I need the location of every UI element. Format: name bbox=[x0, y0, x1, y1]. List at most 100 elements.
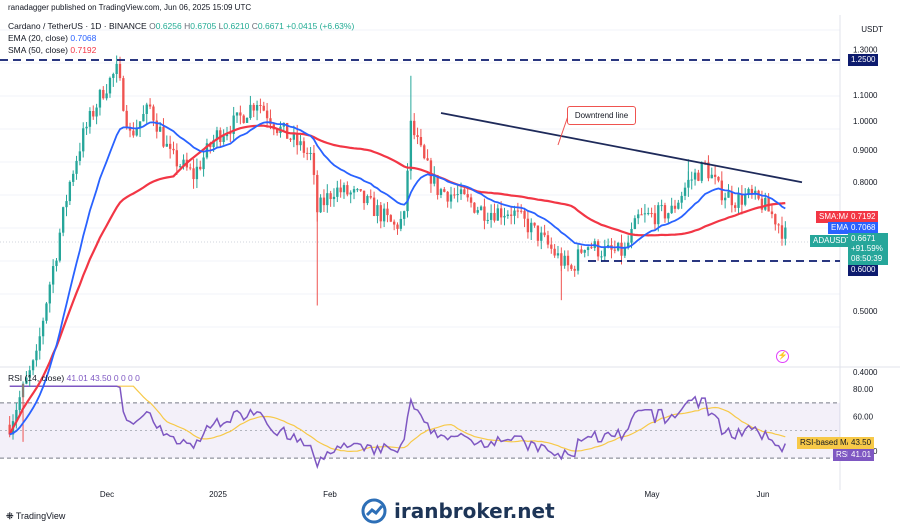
candle-body bbox=[409, 120, 413, 171]
candle-body bbox=[155, 120, 158, 132]
candle-body bbox=[667, 213, 670, 219]
candle-body bbox=[600, 256, 603, 258]
legend-l-label: L bbox=[218, 21, 224, 31]
candle-body bbox=[148, 104, 152, 107]
candle-body bbox=[18, 397, 21, 410]
rsi-legend[interactable]: RSI (14, close) 41.01 43.50 0 0 0 0 bbox=[8, 373, 140, 383]
candle-body bbox=[88, 110, 92, 127]
candlestick-series bbox=[8, 55, 787, 442]
candle-body bbox=[162, 126, 165, 147]
candle-body bbox=[690, 179, 693, 181]
candle-body bbox=[302, 141, 306, 153]
candle-body bbox=[299, 141, 302, 146]
rsi-legend-values: 41.01 43.50 0 0 0 0 bbox=[66, 373, 140, 383]
candle-body bbox=[122, 78, 125, 111]
badge-timer: 08:50:39 bbox=[851, 254, 883, 263]
candle-body bbox=[740, 193, 744, 205]
candle-body bbox=[239, 112, 242, 116]
candle-body bbox=[403, 211, 406, 219]
badge-sma-value: 0.7192 bbox=[848, 211, 879, 223]
legend-ema-value: 0.7068 bbox=[70, 33, 97, 43]
candle-body bbox=[319, 197, 322, 213]
candle-body bbox=[640, 214, 643, 216]
candle-body bbox=[356, 189, 359, 191]
candle-body bbox=[262, 105, 265, 111]
candle-body bbox=[693, 172, 697, 180]
candle-body bbox=[777, 224, 780, 226]
candle-body bbox=[506, 214, 510, 216]
legend-sma[interactable]: SMA (50, close) 0.7192 bbox=[8, 45, 96, 55]
watermark-text: iranbroker.net bbox=[394, 499, 555, 523]
candle-body bbox=[379, 205, 382, 222]
candle-body bbox=[386, 208, 389, 216]
candle-body bbox=[28, 370, 31, 378]
badge-sma-name: SMA:MA bbox=[819, 212, 851, 221]
currency-label: USDT bbox=[861, 25, 883, 34]
candle-body bbox=[760, 198, 764, 210]
candle-body bbox=[550, 244, 553, 249]
badge-pct: +91.59% bbox=[851, 244, 883, 253]
rsi-line bbox=[9, 385, 786, 470]
candle-body bbox=[436, 175, 439, 195]
candle-body bbox=[229, 133, 232, 135]
candle-body bbox=[476, 210, 479, 213]
candle-body bbox=[496, 208, 499, 221]
candle-body bbox=[51, 266, 55, 285]
legend-sma-label: SMA (50, close) bbox=[8, 45, 68, 55]
y-tick-label: 0.8000 bbox=[853, 178, 878, 187]
y-tick-label: 1.0000 bbox=[853, 117, 878, 126]
candle-body bbox=[499, 208, 503, 218]
candle-body bbox=[627, 242, 630, 248]
candle-body bbox=[392, 221, 396, 225]
candle-body bbox=[31, 360, 35, 371]
candle-body bbox=[115, 63, 118, 75]
tradingview-logo-icon: ⁜ bbox=[6, 511, 14, 521]
downtrend-line bbox=[440, 112, 803, 184]
candle-body bbox=[329, 193, 332, 200]
candle-body bbox=[707, 162, 710, 179]
watermark: iranbroker.net bbox=[360, 497, 555, 525]
legend-symbol[interactable]: Cardano / TetherUS · 1D · BINANCE bbox=[8, 21, 147, 31]
candle-body bbox=[389, 215, 392, 222]
candle-body bbox=[306, 152, 309, 154]
candle-body bbox=[754, 190, 757, 195]
candle-body bbox=[710, 174, 713, 179]
candle-body bbox=[366, 196, 369, 204]
candle-body bbox=[570, 265, 573, 269]
alert-icon[interactable]: ⚡ bbox=[776, 350, 789, 363]
candle-body bbox=[128, 127, 132, 131]
candle-body bbox=[429, 160, 433, 184]
candle-body bbox=[406, 170, 409, 212]
horizontal-levels bbox=[0, 59, 840, 262]
badge-sma: SMA:MA bbox=[816, 211, 854, 223]
legend-ema-label: EMA (20, close) bbox=[8, 33, 68, 43]
grid bbox=[0, 15, 900, 490]
candle-body bbox=[784, 227, 787, 239]
candle-body bbox=[8, 424, 11, 435]
footer-brand[interactable]: ⁜ TradingView bbox=[6, 511, 65, 522]
candle-body bbox=[285, 122, 289, 139]
candle-body bbox=[723, 197, 727, 201]
candle-body bbox=[479, 206, 483, 211]
candle-body bbox=[242, 115, 245, 123]
candle-body bbox=[734, 205, 737, 208]
candle-body bbox=[182, 159, 185, 167]
candle-body bbox=[135, 128, 138, 136]
candle-body bbox=[275, 129, 279, 134]
footer-brand-text: TradingView bbox=[15, 511, 66, 521]
candle-body bbox=[41, 320, 45, 337]
candle-body bbox=[647, 213, 650, 215]
candle-body bbox=[663, 205, 667, 219]
candle-body bbox=[38, 336, 41, 351]
candle-body bbox=[75, 160, 78, 174]
candle-body bbox=[316, 174, 319, 213]
rsi-legend-label: RSI (14, close) bbox=[8, 373, 65, 383]
candle-body bbox=[573, 268, 576, 271]
candle-body bbox=[713, 174, 717, 177]
candle-body bbox=[269, 118, 272, 125]
legend-ema[interactable]: EMA (20, close) 0.7068 bbox=[8, 33, 96, 43]
downtrend-callout[interactable]: Downtrend line bbox=[567, 106, 636, 125]
candle-body bbox=[566, 255, 570, 266]
badge-rsi-value: 41.01 bbox=[848, 449, 875, 461]
